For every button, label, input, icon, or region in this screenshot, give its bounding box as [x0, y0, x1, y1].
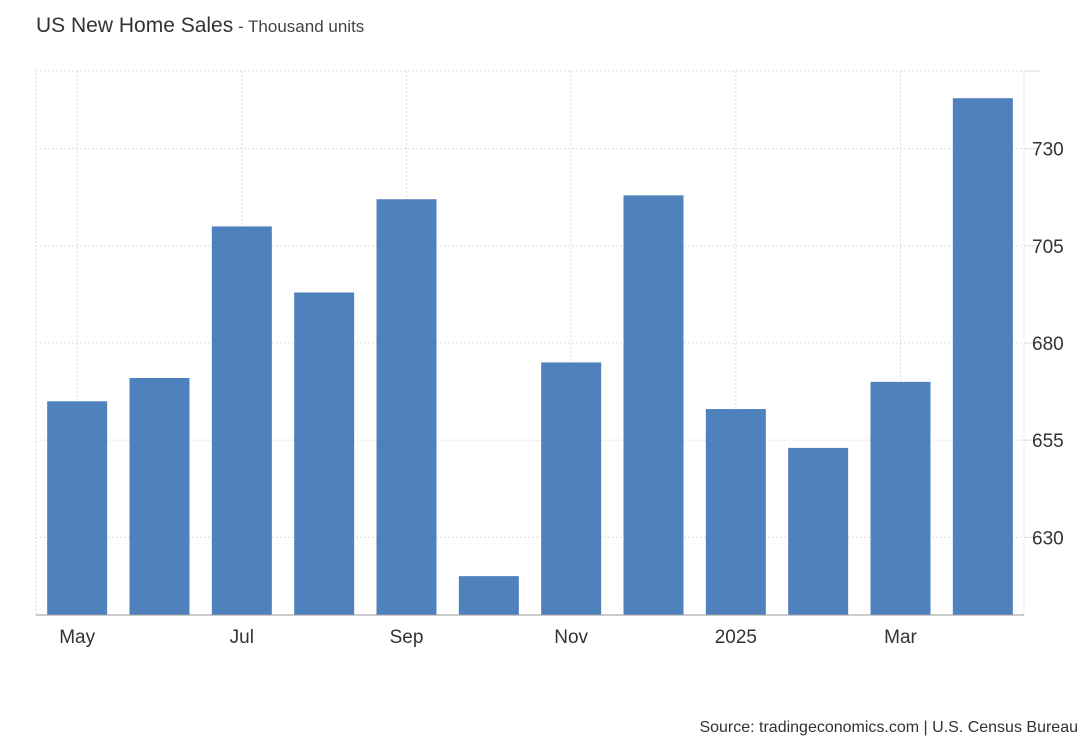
y-tick-label: 680	[1032, 334, 1064, 355]
title-separator: -	[233, 17, 249, 36]
x-tick-label: Nov	[554, 627, 588, 648]
bar-2025	[705, 409, 766, 615]
bar-jul	[211, 226, 272, 615]
bar-mar	[870, 381, 931, 615]
chart-subtitle: Thousand units	[248, 17, 365, 36]
y-tick-label: 705	[1032, 237, 1064, 258]
bar-apr	[952, 98, 1013, 615]
bar-may	[47, 401, 108, 615]
chart-title: US New Home Sales - Thousand units	[36, 14, 364, 38]
x-tick-label: Sep	[390, 627, 424, 648]
x-tick-label: Jul	[230, 627, 254, 648]
y-tick-label: 730	[1032, 140, 1064, 161]
bar-dec	[623, 195, 684, 616]
bar-chart: 630 655 680 705 730 May Jul Sep Nov 2025 Mar	[35, 70, 1064, 648]
y-tick-label: 630	[1032, 528, 1064, 549]
bar-nov	[541, 362, 602, 615]
x-tick-label: 2025	[715, 627, 757, 648]
bar-feb	[788, 447, 849, 615]
source-note: Source: tradingeconomics.com | U.S. Cens…	[699, 719, 1078, 736]
y-tick-label: 655	[1032, 431, 1064, 452]
bar-jun	[129, 377, 190, 615]
x-tick-label: Mar	[884, 627, 917, 648]
bar-sep	[376, 199, 437, 615]
title-text: US New Home Sales	[36, 14, 234, 37]
bar-aug	[294, 292, 355, 615]
x-tick-label: May	[59, 627, 95, 648]
bar-oct	[458, 576, 519, 615]
